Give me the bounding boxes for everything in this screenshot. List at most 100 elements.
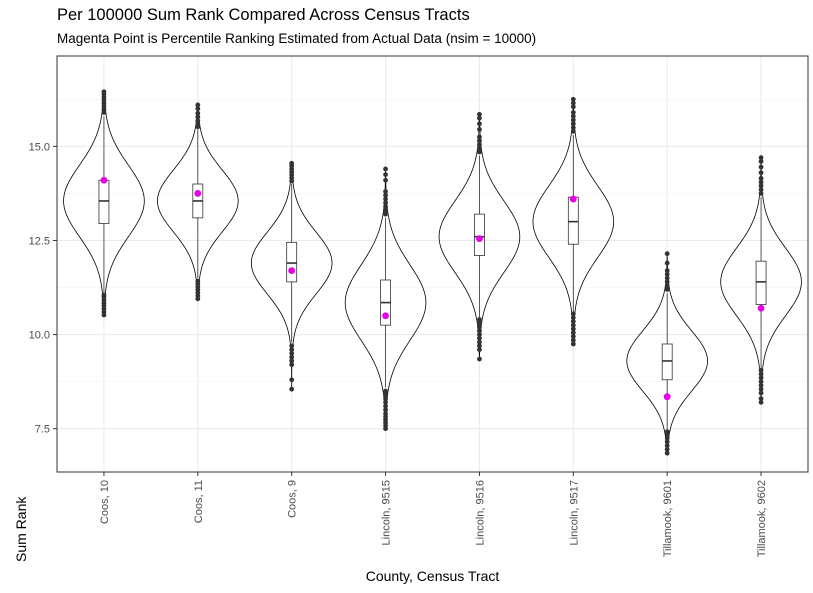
outlier-point: [383, 166, 388, 172]
outlier-point: [664, 287, 670, 292]
x-tick-label: Lincoln, 9515: [381, 480, 393, 545]
x-tick-label: Lincoln, 9517: [568, 480, 580, 545]
outlier-point: [664, 429, 670, 435]
outlier-point: [664, 439, 670, 445]
outlier-point: [383, 172, 388, 177]
observed-point: [757, 304, 765, 312]
observed-point: [100, 176, 108, 184]
outlier-point: [477, 328, 482, 334]
outlier-point: [664, 251, 670, 257]
observed-point: [288, 267, 296, 274]
outlier-point: [477, 111, 482, 117]
x-tick-label: Tillamook, 9602: [756, 480, 768, 557]
outlier-point: [758, 383, 764, 388]
outlier-point: [570, 125, 576, 130]
outlier-point: [195, 110, 201, 116]
x-tick-label: Coos, 9: [287, 480, 299, 518]
chart-subtitle: Magenta Point is Percentile Ranking Esti…: [57, 31, 537, 46]
outlier-point: [570, 117, 576, 123]
outlier-point: [570, 113, 576, 119]
outlier-point: [758, 390, 764, 396]
panel-border: [56, 55, 809, 473]
outlier-point: [477, 347, 482, 353]
outlier-point: [477, 145, 482, 151]
x-tick-label: Coos, 11: [193, 480, 205, 523]
violin-group: [532, 96, 615, 347]
outlier-point: [758, 367, 764, 373]
outlier-point: [383, 196, 388, 202]
outlier-point: [383, 403, 388, 409]
outlier-point: [101, 89, 107, 95]
outlier-point: [477, 343, 482, 349]
outlier-point: [195, 102, 201, 108]
outlier-point: [758, 183, 764, 189]
outlier-point: [477, 317, 482, 322]
observed-point: [382, 312, 389, 320]
outlier-point: [289, 386, 295, 392]
outlier-point: [758, 175, 764, 181]
outlier-point: [477, 356, 482, 362]
outlier-point: [664, 268, 670, 273]
violin-group: [720, 155, 802, 405]
outlier-point: [758, 155, 764, 161]
outlier-point: [289, 347, 295, 353]
observed-point: [663, 393, 671, 401]
outlier-point: [383, 411, 388, 417]
outlier-point: [383, 211, 388, 217]
outlier-point: [758, 396, 764, 401]
outlier-point: [570, 104, 576, 110]
outlier-point: [195, 106, 201, 112]
outlier-point: [289, 377, 295, 383]
box: [286, 241, 298, 283]
outlier-point: [383, 407, 388, 413]
y-tick-label: 12.5: [29, 235, 50, 247]
y-axis-label: Sum Rank: [13, 496, 29, 562]
outlier-point: [383, 177, 388, 183]
outlier-point: [477, 320, 482, 326]
outlier-point: [758, 386, 764, 392]
outlier-point: [383, 388, 388, 394]
outlier-point: [477, 332, 482, 337]
outlier-point: [477, 335, 482, 341]
outlier-point: [383, 207, 388, 213]
outlier-point: [664, 435, 670, 441]
outlier-point: [570, 319, 576, 324]
outlier-point: [664, 283, 670, 289]
violin-group: [250, 160, 333, 392]
outlier-point: [570, 311, 576, 317]
y-tick-label: 7.5: [35, 424, 50, 436]
outlier-point: [289, 160, 295, 166]
outlier-point: [570, 334, 576, 339]
outlier-point: [383, 392, 388, 398]
outlier-point: [758, 159, 764, 164]
outlier-point: [758, 170, 764, 176]
outlier-point: [758, 371, 764, 377]
box: [567, 196, 579, 245]
outlier-point: [758, 399, 764, 405]
outlier-point: [664, 260, 670, 266]
outlier-point: [289, 351, 295, 356]
outlier-point: [664, 447, 670, 452]
outlier-point: [477, 115, 482, 121]
outlier-point: [383, 399, 388, 405]
chart-title: Per 100000 Sum Rank Compared Across Cens…: [57, 6, 470, 24]
outlier-point: [664, 275, 670, 281]
box: [661, 343, 673, 381]
outlier-point: [289, 358, 295, 364]
outlier-point: [664, 279, 670, 285]
outlier-point: [195, 278, 201, 284]
box: [755, 260, 767, 305]
box: [474, 213, 485, 256]
outlier-point: [477, 142, 482, 147]
y-tick-label: 15.0: [29, 141, 50, 153]
box: [98, 179, 110, 224]
outlier-point: [383, 396, 388, 401]
x-tick-label: Coos, 10: [99, 480, 111, 524]
outlier-point: [570, 96, 576, 102]
outlier-point: [758, 375, 764, 381]
outlier-point: [383, 204, 388, 209]
outlier-point: [664, 450, 670, 456]
outlier-point: [570, 315, 576, 321]
outlier-point: [289, 343, 295, 349]
y-tick-label: 10.0: [29, 330, 50, 342]
